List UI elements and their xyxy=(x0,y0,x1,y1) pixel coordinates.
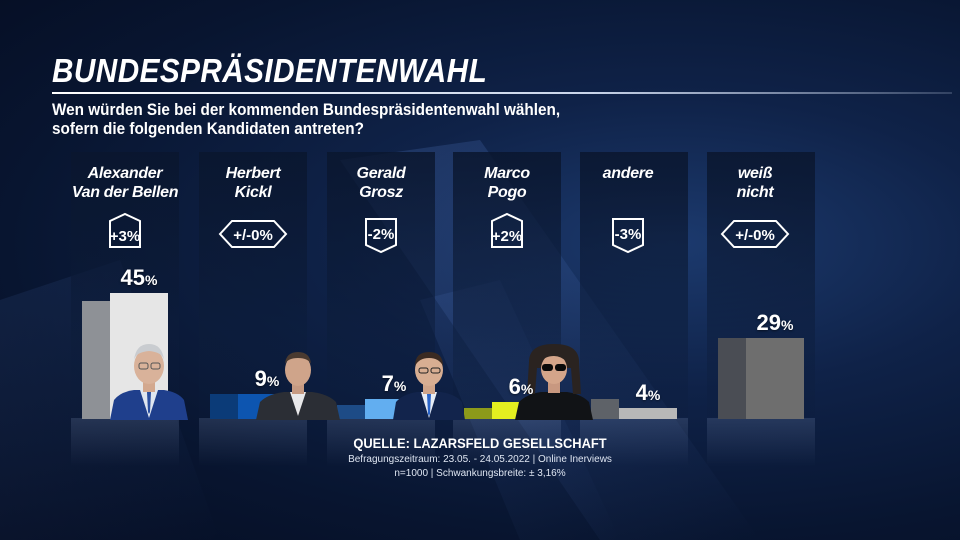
source-period: Befragungszeitraum: 23.05. - 24.05.2022 … xyxy=(348,454,612,465)
bar-previous-vdb xyxy=(82,301,110,419)
change-value: +/-0% xyxy=(233,227,273,244)
grosz-portrait-icon xyxy=(393,352,465,420)
change-badge-down-icon: -2% xyxy=(365,218,397,254)
page-title: BUNDESPRÄSIDENTENWAHL xyxy=(52,52,488,89)
value-label-vdb: 45% xyxy=(109,266,169,292)
value-unit: % xyxy=(781,316,794,333)
change-value: +/-0% xyxy=(735,227,775,244)
floor-reflection xyxy=(327,418,435,466)
chart-subtitle: Wen würden Sie bei der kommenden Bundesp… xyxy=(52,100,682,138)
change-badge-down-icon: -3% xyxy=(612,218,644,254)
pogo-portrait-icon xyxy=(515,344,593,420)
candidate-name-line: Van der Bellen xyxy=(71,184,179,201)
kickl-portrait-icon xyxy=(256,352,340,420)
floor-reflection xyxy=(199,418,307,466)
value-number: 6 xyxy=(508,374,521,400)
bar-previous-kickl xyxy=(210,393,238,419)
candidate-name-line: Gerald xyxy=(356,165,406,182)
candidate-name-line: weiß xyxy=(737,165,773,182)
value-unit: % xyxy=(145,272,158,288)
floor-reflection xyxy=(453,418,561,466)
change-badge-neutral-icon: +/-0% xyxy=(720,220,790,248)
change-badge-up-icon: +2% xyxy=(491,212,523,248)
change-value: -3% xyxy=(615,226,642,243)
candidate-name-line: andere xyxy=(602,165,654,182)
candidate-name-line: Kickl xyxy=(234,184,272,201)
change-value: +2% xyxy=(492,228,522,245)
floor-reflection xyxy=(580,418,688,466)
bar-current-andere xyxy=(619,407,677,419)
subtitle-line-1: Wen würden Sie bei der kommenden Bundesp… xyxy=(52,100,561,119)
bar-previous-weissnicht xyxy=(718,337,746,419)
value-label-kickl: 9% xyxy=(237,365,297,393)
value-label-weissnicht: 29% xyxy=(745,309,805,337)
subtitle-line-2: sofern die folgenden Kandidaten antreten… xyxy=(52,119,364,138)
value-label-grosz: 7% xyxy=(364,372,424,398)
bar-previous-andere xyxy=(591,399,619,419)
change-badge-neutral-icon: +/-0% xyxy=(218,220,288,248)
bar-previous-grosz xyxy=(337,405,365,419)
source-note: QUELLE: LAZARSFELD GESELLSCHAFT Befragun… xyxy=(300,435,660,479)
value-unit: % xyxy=(647,386,661,403)
change-badge-up-icon: +3% xyxy=(109,212,141,248)
bar-current-weissnicht xyxy=(746,337,804,419)
source-sample: n=1000 | Schwankungsbreite: ± 3,16% xyxy=(394,468,566,479)
change-value: -2% xyxy=(368,226,395,243)
change-value: +3% xyxy=(110,228,140,245)
candidate-name-weissnicht: weiß nicht xyxy=(695,164,815,202)
column-background-andere xyxy=(580,152,688,417)
value-label-andere: 4% xyxy=(618,379,678,407)
candidate-name-kickl: Herbert Kickl xyxy=(193,164,313,202)
value-number: 7 xyxy=(381,371,394,397)
vdb-portrait-icon xyxy=(110,344,188,420)
candidate-name-line: Herbert xyxy=(225,165,281,182)
value-number: 9 xyxy=(254,365,267,391)
value-label-pogo: 6% xyxy=(491,375,551,401)
value-number: 29 xyxy=(756,309,782,335)
floor-reflection xyxy=(71,418,179,466)
candidate-name-line: Pogo xyxy=(487,184,527,201)
candidate-name-line: nicht xyxy=(736,184,774,201)
candidate-name-line: Grosz xyxy=(359,184,403,201)
candidate-name-pogo: Marco Pogo xyxy=(447,164,567,202)
floor-reflection xyxy=(707,418,815,466)
source-title: QUELLE: LAZARSFELD GESELLSCHAFT xyxy=(353,435,607,451)
value-unit: % xyxy=(393,378,407,395)
candidate-name-grosz: Gerald Grosz xyxy=(321,164,441,202)
value-unit: % xyxy=(520,381,534,398)
title-divider xyxy=(52,92,952,94)
value-number: 4 xyxy=(635,379,648,405)
candidate-name-andere: andere xyxy=(568,164,688,183)
bar-previous-pogo xyxy=(464,407,492,419)
value-unit: % xyxy=(266,372,280,389)
value-number: 45 xyxy=(120,265,146,290)
candidate-name-line: Alexander xyxy=(87,165,163,182)
candidate-name-line: Marco xyxy=(484,165,530,182)
candidate-name-vdb: Alexander Van der Bellen xyxy=(65,164,185,202)
